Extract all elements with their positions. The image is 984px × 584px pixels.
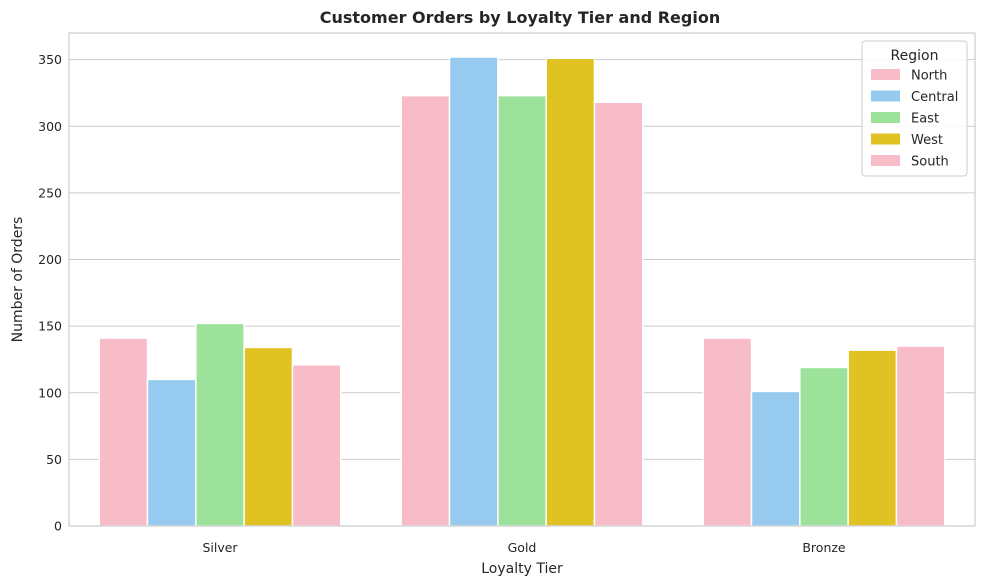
- y-tick-label: 300: [38, 119, 62, 134]
- legend-items: North Central East West South: [871, 69, 958, 170]
- legend-swatch-north: [871, 69, 900, 80]
- bar-silver-south: [291, 364, 342, 527]
- plot-frame: [68, 32, 976, 527]
- bar-bronze-central: [750, 390, 801, 527]
- y-tick-label: 150: [38, 319, 62, 334]
- y-tick-label: 200: [38, 252, 62, 267]
- bar-silver-east: [195, 322, 245, 527]
- y-tick-label: 250: [38, 185, 62, 200]
- bar-bronze-north: [702, 337, 753, 527]
- legend-label-west: West: [911, 133, 943, 148]
- bar-silver-north: [98, 337, 149, 527]
- legend-label-south: South: [911, 155, 949, 170]
- x-tick-label-silver: Silver: [202, 540, 238, 555]
- x-axis-label: Loyalty Tier: [481, 561, 563, 577]
- legend-swatch-west: [871, 133, 900, 145]
- bar-bronze-west: [847, 349, 898, 527]
- bar-silver-west: [243, 346, 294, 527]
- y-tick-label: 350: [38, 52, 62, 67]
- x-tick-labels: Silver Gold Bronze: [202, 540, 845, 555]
- bar-bronze-south: [895, 345, 946, 527]
- legend-swatch-south: [871, 155, 900, 166]
- x-tick-label-gold: Gold: [508, 540, 537, 555]
- bar-gold-south: [593, 101, 644, 527]
- bar-silver-central: [146, 378, 197, 527]
- legend: Region North Central East West South: [861, 40, 968, 177]
- legend-swatch-east: [871, 112, 900, 123]
- y-tick-label: 100: [38, 385, 62, 400]
- bar-bronze-east: [799, 366, 849, 527]
- bar-gold-east: [497, 94, 547, 527]
- legend-title: Region: [891, 48, 939, 64]
- y-tick-label: 50: [46, 452, 62, 467]
- legend-label-east: East: [911, 112, 939, 127]
- legend-label-north: North: [911, 69, 947, 84]
- bar-gold-north: [400, 94, 451, 527]
- legend-label-central: Central: [911, 90, 958, 105]
- bars: [98, 56, 946, 527]
- y-axis-label: Number of Orders: [10, 217, 26, 343]
- legend-swatch-central: [871, 90, 900, 102]
- bar-gold-west: [545, 57, 596, 527]
- chart-title: Customer Orders by Loyalty Tier and Regi…: [320, 8, 720, 27]
- y-tick-label: 0: [54, 519, 62, 534]
- bar-gold-central: [448, 56, 499, 527]
- x-tick-label-bronze: Bronze: [802, 540, 846, 555]
- y-tick-labels: 0 50 100 150 200 250 300 350: [38, 52, 62, 533]
